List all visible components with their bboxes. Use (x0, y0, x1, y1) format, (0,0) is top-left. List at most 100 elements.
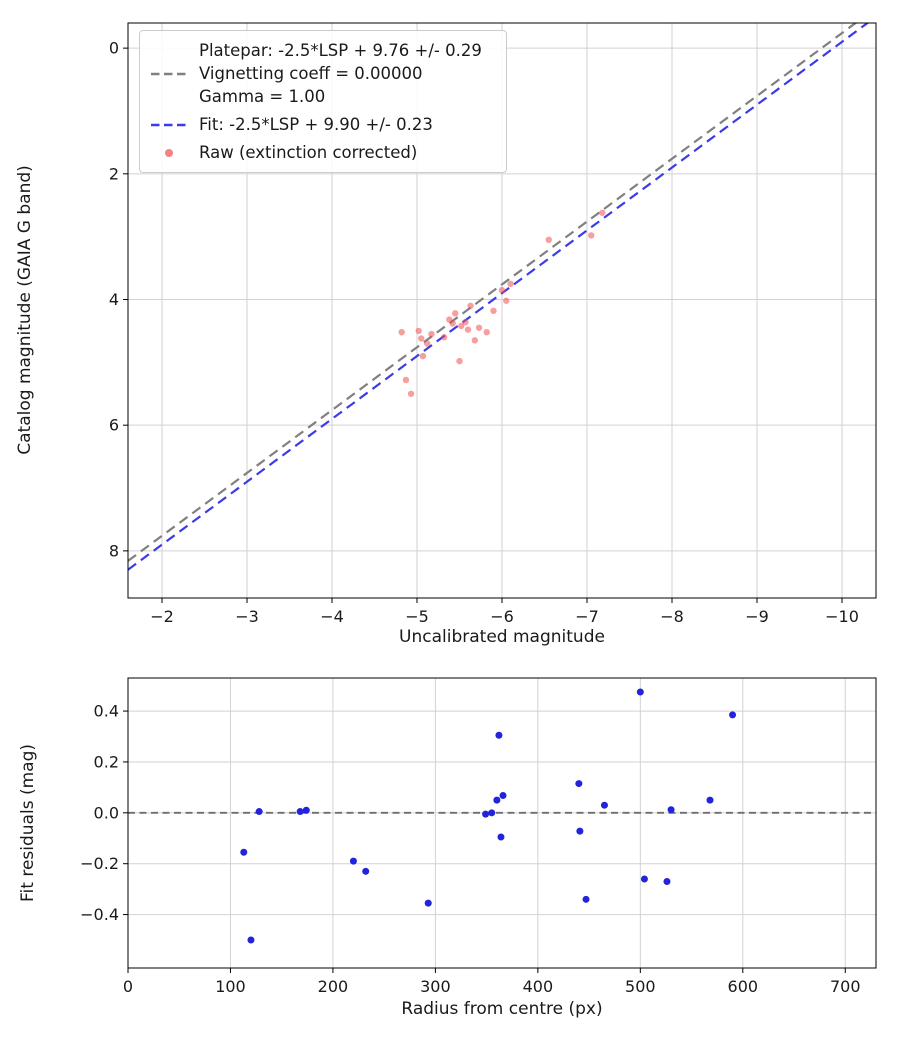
y-tick-label: 0.0 (94, 803, 119, 822)
bottom-yaxis-label: Fit residuals (mag) (18, 744, 38, 902)
plot-border (127, 677, 877, 969)
y-tick-label: 0 (109, 39, 119, 58)
x-tick-label: 500 (625, 977, 656, 996)
scatter-point (402, 376, 410, 384)
scatter-point (349, 857, 357, 865)
y-tick-label: −0.4 (80, 905, 119, 924)
legend-entry-platepar: Platepar: -2.5*LSP + 9.76 +/- 0.29 Vigne… (150, 39, 482, 108)
raw-point-icon (150, 148, 188, 158)
x-tick-label: −7 (575, 607, 599, 626)
scatter-point (582, 895, 590, 903)
legend-platepar-line-1: Platepar: -2.5*LSP + 9.76 +/- 0.29 (199, 41, 482, 60)
scatter-point (302, 806, 310, 814)
scatter-point (663, 878, 671, 886)
scatter-point (456, 357, 463, 365)
scatter-point (482, 810, 490, 818)
x-tick-label: −3 (235, 607, 259, 626)
scatter-point (398, 328, 405, 336)
fit-dashed-line-icon (150, 122, 188, 128)
scatter-point (255, 808, 263, 816)
top-yaxis-label: Catalog magnitude (GAIA G band) (15, 165, 35, 455)
x-tick-label: 400 (523, 977, 554, 996)
scatter-point (706, 796, 714, 804)
x-tick-label: 700 (830, 977, 861, 996)
y-tick-label: 2 (109, 164, 119, 183)
y-tick-label: −0.2 (80, 854, 119, 873)
scatter-point (576, 827, 584, 835)
legend-platepar-line-2: Vignetting coeff = 0.00000 (199, 64, 423, 83)
x-tick-label: 300 (420, 977, 451, 996)
scatter-point (729, 711, 737, 719)
x-tick-label: 200 (318, 977, 349, 996)
scatter-point (600, 801, 608, 809)
scatter-point (475, 324, 483, 331)
scatter-point (452, 310, 459, 317)
top-xaxis-label: Uncalibrated magnitude (399, 627, 605, 647)
y-tick-label: 0.4 (94, 702, 119, 721)
x-tick-label: 0 (123, 977, 133, 996)
scatter-point (458, 322, 465, 330)
x-tick-label: 100 (215, 977, 246, 996)
scatter-point (462, 318, 469, 326)
scatter-point (419, 352, 427, 360)
scatter-point (296, 808, 304, 816)
scatter-point (449, 320, 456, 327)
scatter-point (428, 330, 435, 338)
scatter-point (247, 936, 255, 944)
platepar-dashed-line-icon (150, 71, 188, 77)
legend-raw-line-1: Raw (extinction corrected) (199, 143, 418, 162)
y-tick-label: 4 (109, 290, 119, 309)
scatter-point (493, 796, 501, 804)
x-tick-label: −6 (490, 607, 514, 626)
scatter-point (507, 280, 514, 287)
scatter-point (362, 867, 370, 875)
x-tick-label: −4 (320, 607, 344, 626)
scatter-point (495, 731, 503, 739)
x-tick-label: −9 (745, 607, 769, 626)
bottom-xaxis-label: Radius from centre (px) (401, 999, 602, 1019)
scatter-point (424, 340, 431, 347)
x-tick-label: −5 (405, 607, 429, 626)
legend-platepar-line-3: Gamma = 1.00 (199, 87, 326, 106)
scatter-point (636, 688, 644, 696)
scatter-point (467, 302, 474, 309)
scatter-point (503, 297, 510, 304)
magnitude-fit-plot: −2 −3 −4 −5 −6 −7 −8 −9 −10 0 2 4 6 8 (109, 22, 877, 626)
scatter-point (545, 236, 552, 244)
scatter-point (471, 337, 478, 344)
x-tick-label: −8 (660, 607, 684, 626)
scatter-point (588, 232, 595, 239)
scatter-point (418, 335, 425, 342)
scatter-point (407, 390, 415, 397)
scatter-point (488, 809, 496, 817)
scatter-point (415, 327, 422, 335)
y-tick-label: 8 (109, 541, 119, 560)
legend-label-platepar: Platepar: -2.5*LSP + 9.76 +/- 0.29 Vigne… (199, 39, 482, 108)
scatter-point (464, 326, 472, 333)
platepar-line (128, 23, 858, 562)
scatter-point (497, 833, 505, 841)
legend: Platepar: -2.5*LSP + 9.76 +/- 0.29 Vigne… (139, 30, 507, 173)
scatter-point (499, 792, 507, 800)
legend-label-raw: Raw (extinction corrected) (199, 141, 417, 164)
scatter-point (424, 899, 432, 907)
scatter-point (483, 328, 490, 336)
legend-entry-raw: Raw (extinction corrected) (150, 141, 482, 164)
scatter-point (599, 209, 606, 216)
scatter-point (490, 307, 497, 315)
scatter-point (240, 848, 248, 856)
x-tick-label: −10 (825, 607, 859, 626)
legend-entry-fit: Fit: -2.5*LSP + 9.90 +/- 0.23 (150, 113, 482, 136)
scatter-point (441, 334, 448, 341)
x-tick-label: −2 (150, 607, 174, 626)
y-tick-label: 6 (109, 416, 119, 435)
scatter-point (640, 875, 648, 883)
legend-label-fit: Fit: -2.5*LSP + 9.90 +/- 0.23 (199, 113, 433, 136)
scatter-point (498, 286, 506, 294)
y-tick-label: 0.2 (94, 752, 119, 771)
x-tick-label: 600 (728, 977, 759, 996)
scatter-point (575, 780, 583, 788)
scatter-point (667, 806, 675, 814)
fit-residuals-plot: 0 100 200 300 400 500 600 700 −0.4 −0.2 0.0 0.2 0.4 (80, 677, 877, 996)
